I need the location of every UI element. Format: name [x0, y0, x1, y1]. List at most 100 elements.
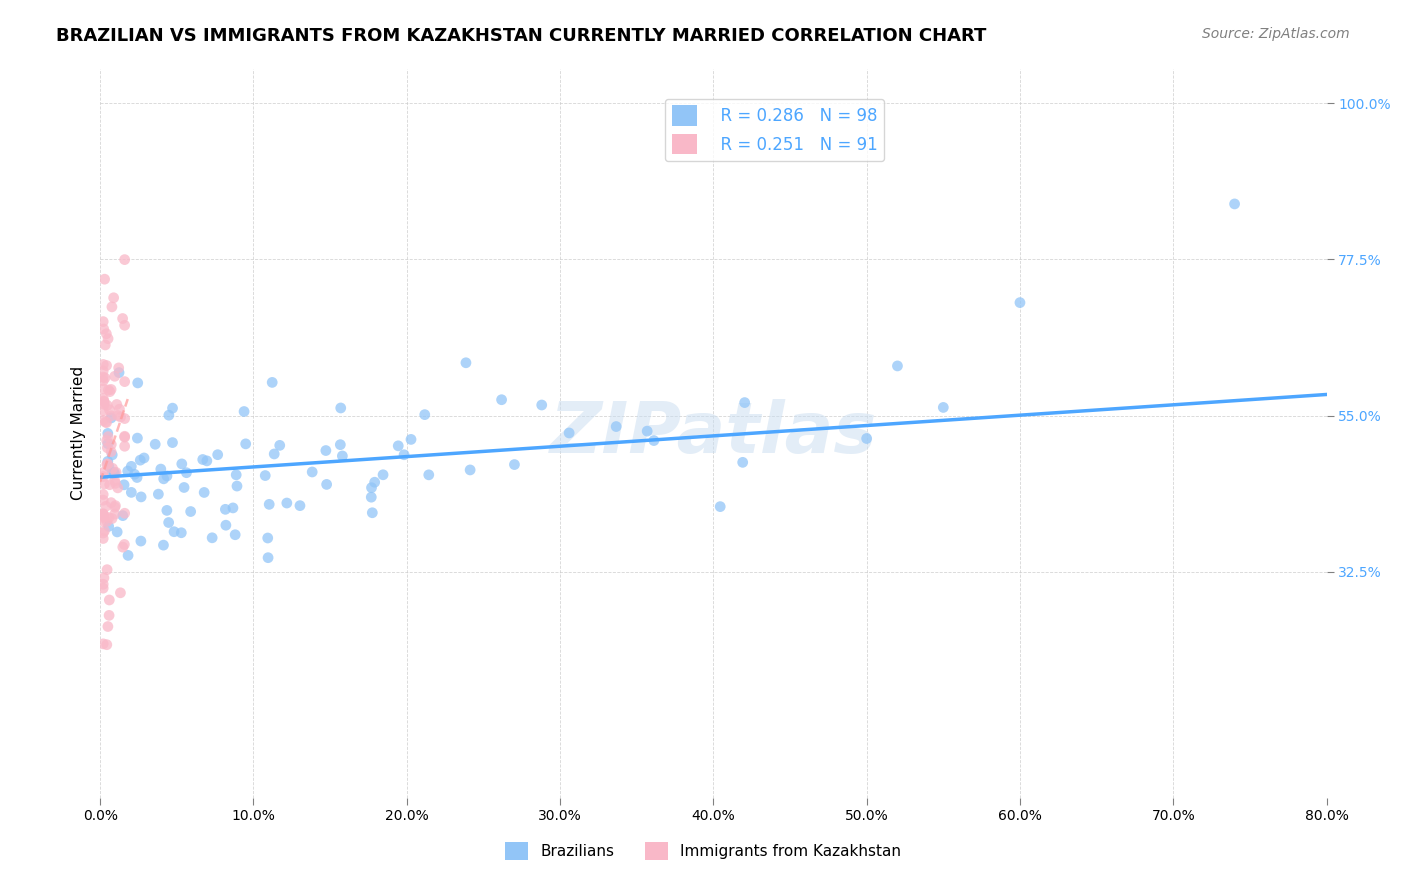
Point	[91, 370, 114, 384]
Point	[215, 518, 238, 533]
Point	[163, 524, 186, 539]
Point	[110, 586, 132, 600]
Point	[226, 479, 249, 493]
Point	[98, 402, 121, 417]
Point	[100, 437, 122, 451]
Point	[97, 332, 120, 346]
Point	[91, 403, 114, 417]
Point	[91, 637, 114, 651]
Point	[332, 449, 354, 463]
Point	[100, 411, 122, 425]
Point	[233, 404, 256, 418]
Point	[114, 318, 136, 333]
Point	[224, 527, 246, 541]
Point	[91, 315, 114, 329]
Point	[399, 433, 422, 447]
Point	[152, 472, 174, 486]
Point	[100, 495, 122, 509]
Point	[329, 401, 352, 415]
Point	[156, 503, 179, 517]
Point	[120, 485, 142, 500]
Point	[93, 571, 115, 585]
Point	[114, 252, 136, 267]
Point	[96, 458, 118, 472]
Point	[91, 577, 114, 591]
Point	[148, 487, 170, 501]
Point	[387, 439, 409, 453]
Point	[114, 430, 136, 444]
Point	[180, 504, 202, 518]
Point	[91, 581, 114, 595]
Point	[91, 507, 114, 521]
Point	[855, 432, 877, 446]
Point	[111, 540, 134, 554]
Point	[93, 394, 115, 409]
Legend: Brazilians, Immigrants from Kazakhstan: Brazilians, Immigrants from Kazakhstan	[499, 836, 907, 866]
Point	[108, 366, 131, 380]
Point	[91, 374, 114, 388]
Point	[360, 481, 382, 495]
Point	[101, 466, 124, 480]
Point	[193, 485, 215, 500]
Point	[1223, 197, 1246, 211]
Point	[97, 436, 120, 450]
Point	[96, 563, 118, 577]
Point	[932, 401, 955, 415]
Point	[91, 382, 114, 396]
Point	[91, 364, 114, 378]
Point	[96, 515, 118, 529]
Point	[454, 356, 477, 370]
Point	[105, 466, 128, 480]
Point	[288, 499, 311, 513]
Point	[91, 507, 114, 521]
Point	[162, 435, 184, 450]
Point	[100, 444, 122, 458]
Point	[98, 477, 121, 491]
Point	[97, 383, 120, 397]
Point	[94, 500, 117, 514]
Point	[91, 514, 114, 528]
Point	[360, 490, 382, 504]
Point	[91, 510, 114, 524]
Point	[143, 437, 166, 451]
Point	[129, 453, 152, 467]
Point	[269, 438, 291, 452]
Point	[97, 430, 120, 444]
Point	[114, 429, 136, 443]
Point	[254, 468, 277, 483]
Text: Source: ZipAtlas.com: Source: ZipAtlas.com	[1202, 27, 1350, 41]
Point	[96, 638, 118, 652]
Point	[104, 474, 127, 488]
Point	[107, 481, 129, 495]
Point	[107, 409, 129, 423]
Point	[104, 507, 127, 521]
Point	[104, 369, 127, 384]
Point	[392, 448, 415, 462]
Point	[114, 375, 136, 389]
Point	[129, 490, 152, 504]
Point	[129, 534, 152, 549]
Point	[91, 525, 114, 540]
Point	[225, 467, 247, 482]
Point	[114, 506, 136, 520]
Point	[93, 397, 115, 411]
Point	[114, 411, 136, 425]
Point	[103, 466, 125, 480]
Point	[418, 467, 440, 482]
Point	[162, 401, 184, 416]
Point	[315, 477, 337, 491]
Point	[125, 470, 148, 484]
Point	[149, 462, 172, 476]
Point	[371, 467, 394, 482]
Point	[201, 531, 224, 545]
Point	[132, 450, 155, 465]
Point	[101, 448, 124, 462]
Point	[93, 477, 115, 491]
Point	[104, 500, 127, 515]
Point	[207, 448, 229, 462]
Point	[731, 455, 754, 469]
Point	[530, 398, 553, 412]
Point	[101, 511, 124, 525]
Point	[103, 467, 125, 481]
Point	[157, 408, 180, 422]
